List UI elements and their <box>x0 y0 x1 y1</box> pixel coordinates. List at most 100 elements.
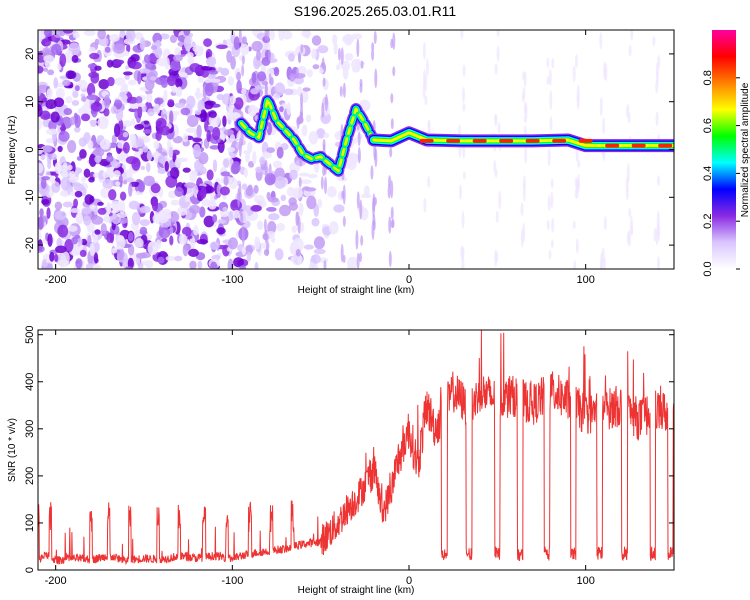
spectrogram-xlabel: Height of straight line (km) <box>298 285 415 296</box>
noise-blob <box>38 104 43 117</box>
noise-blob <box>233 36 240 50</box>
noise-blob <box>88 46 96 53</box>
noise-streak <box>424 74 428 92</box>
noise-blob <box>57 145 63 153</box>
noise-blob <box>256 71 267 82</box>
noise-blob <box>185 185 195 198</box>
noise-blob <box>147 108 155 117</box>
noise-blob <box>205 48 213 59</box>
noise-blob <box>125 30 136 42</box>
noise-streak <box>241 55 245 65</box>
noise-streak <box>323 260 327 269</box>
noise-streak <box>547 147 551 167</box>
noise-blob <box>146 150 153 162</box>
noise-streak <box>461 210 465 229</box>
noise-blob <box>228 102 234 111</box>
noise-blob <box>220 171 231 177</box>
noise-streak <box>462 64 466 77</box>
noise-blob <box>204 77 212 84</box>
noise-blob <box>138 68 151 74</box>
noise-blob <box>183 244 192 251</box>
noise-blob <box>88 71 100 79</box>
noise-streak <box>296 117 300 130</box>
noise-blob <box>122 141 130 154</box>
noise-blob <box>42 145 53 153</box>
noise-blob <box>88 153 97 167</box>
noise-blob <box>241 247 246 256</box>
noise-blob <box>239 265 247 269</box>
carrier-track-layer <box>239 97 376 173</box>
noise-blob <box>204 100 216 106</box>
spectrogram-ytick-label: -10 <box>24 189 36 205</box>
noise-streak <box>268 163 272 176</box>
noise-blob <box>69 170 76 181</box>
noise-streak <box>356 122 360 131</box>
noise-blob <box>200 109 207 123</box>
noise-blob <box>142 145 149 153</box>
snr-xtick-label: -200 <box>45 575 67 587</box>
noise-blob <box>51 153 57 161</box>
noise-blob <box>111 134 117 145</box>
noise-blob <box>50 111 60 123</box>
noise-streak <box>495 251 499 263</box>
noise-streak <box>370 165 374 180</box>
noise-streak <box>462 171 466 180</box>
noise-blob <box>94 229 101 235</box>
noise-blob <box>150 183 161 194</box>
noise-streak <box>263 218 267 232</box>
noise-streak <box>572 220 576 230</box>
noise-blob <box>195 87 201 100</box>
noise-blob <box>252 151 257 165</box>
noise-streak <box>655 62 659 78</box>
noise-blob <box>83 30 96 37</box>
noise-blob <box>208 111 217 118</box>
noise-blob <box>311 35 322 46</box>
noise-blob <box>89 195 95 203</box>
noise-streak <box>460 30 464 40</box>
noise-blob <box>199 166 207 175</box>
noise-streak <box>374 148 378 168</box>
noise-blob <box>67 140 77 154</box>
noise-blob <box>53 30 63 38</box>
snr-background <box>38 330 674 570</box>
noise-blob <box>103 215 111 223</box>
noise-blob <box>208 200 217 210</box>
snr-series <box>38 330 674 566</box>
carrier-peak <box>605 143 620 148</box>
noise-blob <box>315 128 326 139</box>
snr-panel: -200 -100 0 100 0 100 200 300 400 500 Height of s… <box>7 326 675 596</box>
noise-blob <box>47 233 53 247</box>
noise-blob <box>38 65 44 74</box>
noise-blob <box>178 72 188 78</box>
carrier-track <box>235 93 674 177</box>
noise-streak <box>360 60 364 69</box>
noise-streak <box>371 221 375 240</box>
noise-blob <box>250 204 262 212</box>
carrier-peak <box>472 138 487 143</box>
noise-blob <box>196 124 202 139</box>
noise-blob <box>233 97 244 110</box>
noise-blob <box>156 57 168 67</box>
noise-blob <box>223 129 235 136</box>
noise-blob <box>247 161 255 168</box>
noise-streak <box>550 178 554 189</box>
noise-streak <box>339 85 343 97</box>
noise-blob <box>180 107 191 116</box>
noise-streak <box>602 117 606 135</box>
noise-streak <box>388 175 392 188</box>
noise-blob <box>139 37 146 51</box>
noise-blob <box>308 131 319 145</box>
noise-blob <box>93 147 105 157</box>
noise-blob <box>135 138 145 148</box>
noise-blob <box>245 186 254 197</box>
noise-blob <box>266 122 272 136</box>
spectrogram-ylabel: Frequency (Hz) <box>7 116 18 185</box>
noise-blob <box>266 67 275 78</box>
noise-blob <box>212 214 218 223</box>
noise-blob <box>230 56 236 70</box>
noise-blob <box>313 236 325 250</box>
noise-blob <box>72 90 79 99</box>
noise-blob <box>157 154 166 164</box>
noise-blob <box>128 182 133 197</box>
noise-blob <box>128 200 140 210</box>
